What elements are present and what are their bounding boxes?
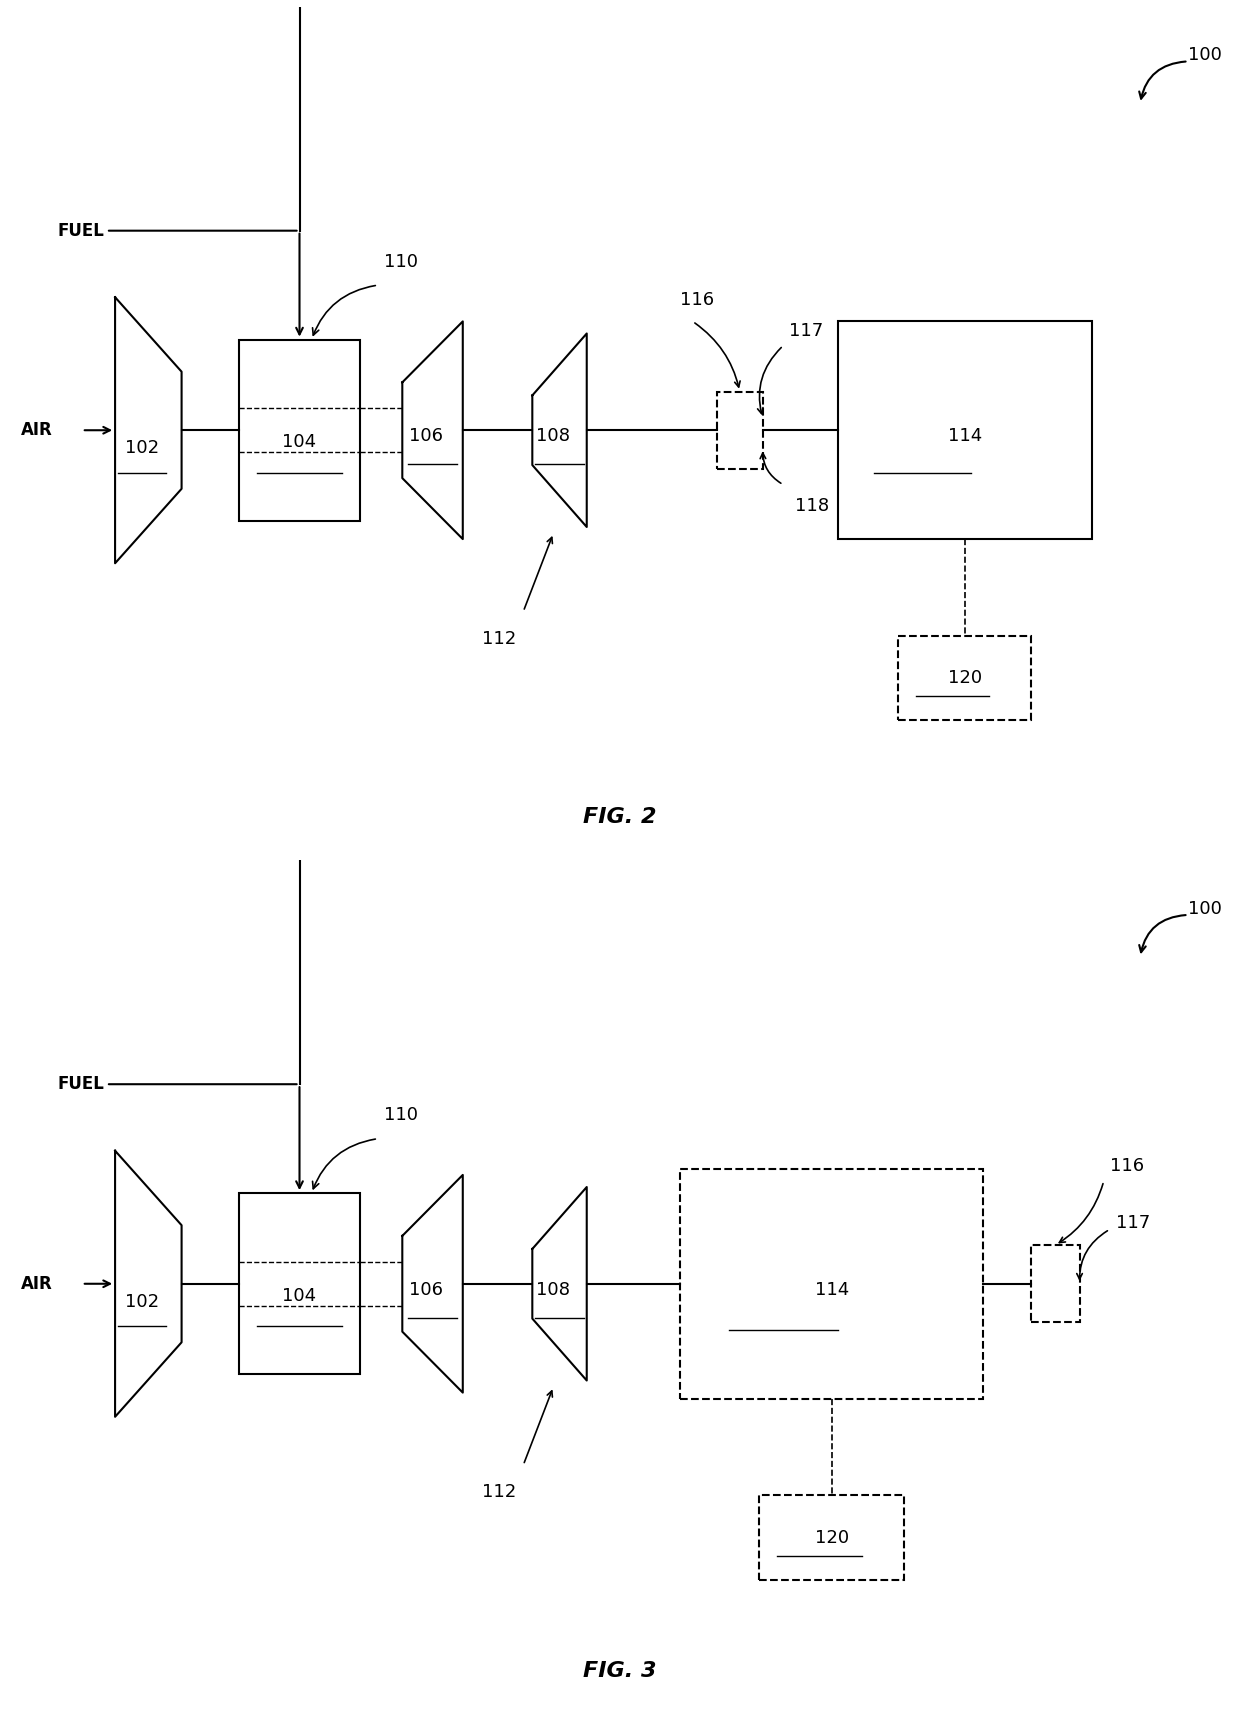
- Bar: [1032, 1244, 1080, 1323]
- Text: AIR: AIR: [21, 1275, 53, 1292]
- Text: 106: 106: [409, 1280, 444, 1299]
- Bar: [681, 1169, 983, 1399]
- Text: 104: 104: [283, 434, 316, 451]
- Text: 100: 100: [1188, 46, 1223, 65]
- Text: FIG. 2: FIG. 2: [583, 807, 657, 828]
- Text: FUEL: FUEL: [57, 1075, 104, 1094]
- Text: FIG. 3: FIG. 3: [583, 1661, 657, 1681]
- Text: 110: 110: [384, 1106, 418, 1124]
- Bar: [759, 1495, 904, 1580]
- Text: 114: 114: [947, 427, 982, 446]
- Text: 120: 120: [947, 668, 982, 687]
- Text: 116: 116: [1110, 1157, 1145, 1174]
- Text: 102: 102: [125, 439, 160, 458]
- Text: 104: 104: [283, 1287, 316, 1304]
- Text: 110: 110: [384, 252, 418, 271]
- Text: 112: 112: [482, 1483, 516, 1501]
- Text: 108: 108: [537, 1280, 570, 1299]
- Text: 120: 120: [815, 1529, 848, 1546]
- Text: 117: 117: [1116, 1214, 1151, 1232]
- Bar: [838, 322, 1091, 540]
- Text: 106: 106: [409, 427, 444, 446]
- Text: FUEL: FUEL: [57, 221, 104, 240]
- Text: 117: 117: [790, 322, 823, 339]
- Text: 116: 116: [681, 291, 714, 309]
- Text: AIR: AIR: [21, 422, 53, 439]
- Text: 112: 112: [482, 629, 516, 648]
- Bar: [717, 391, 763, 470]
- Text: 108: 108: [537, 427, 570, 446]
- Text: 118: 118: [795, 497, 830, 514]
- Text: 114: 114: [815, 1280, 848, 1299]
- Bar: [898, 636, 1032, 720]
- Bar: [239, 1193, 360, 1375]
- Text: 102: 102: [125, 1292, 160, 1311]
- Text: 100: 100: [1188, 900, 1223, 919]
- Bar: [239, 339, 360, 521]
